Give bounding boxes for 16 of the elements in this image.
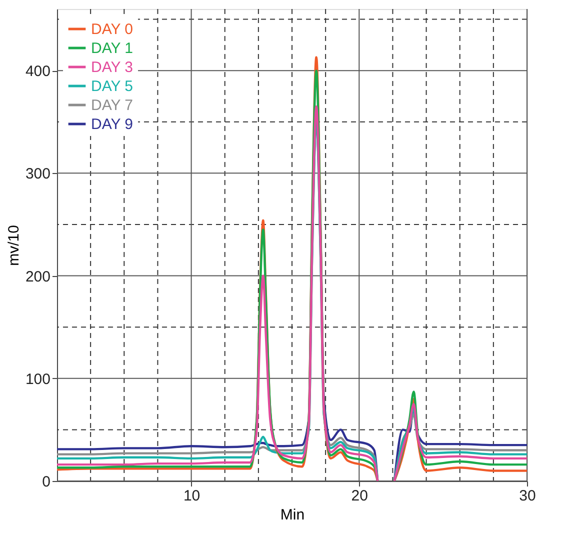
y-tick-label: 400 bbox=[25, 63, 50, 80]
x-axis-title: Min bbox=[280, 506, 305, 524]
y-tick-label: 200 bbox=[25, 268, 50, 286]
x-tick-label: 10 bbox=[183, 488, 200, 504]
x-tick-label: 30 bbox=[519, 488, 536, 504]
legend-label: DAY 1 bbox=[91, 40, 133, 57]
x-tick-label: 20 bbox=[351, 488, 368, 504]
legend-label: DAY 5 bbox=[91, 78, 133, 95]
y-tick-label: 0 bbox=[42, 474, 50, 490]
legend-label: DAY 0 bbox=[91, 21, 133, 38]
y-axis-title: mv/10 bbox=[5, 225, 22, 266]
legend-label: DAY 7 bbox=[91, 97, 133, 114]
legend-label: DAY 9 bbox=[91, 116, 133, 133]
y-tick-label: 300 bbox=[25, 166, 50, 183]
y-tick-label: 100 bbox=[25, 370, 50, 388]
legend-label: DAY 3 bbox=[91, 59, 133, 76]
